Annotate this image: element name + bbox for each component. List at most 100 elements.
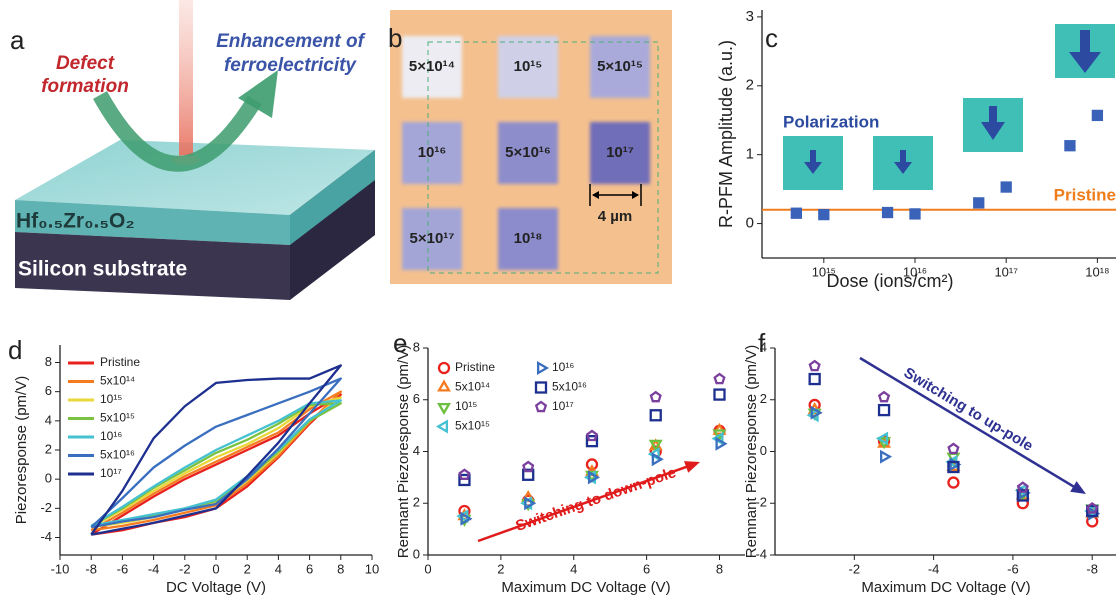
x-axis-label: Maximum DC Voltage (V) <box>501 579 670 596</box>
y-axis-label: Remnant Piezoresponse (pm/V) <box>743 345 760 558</box>
marker <box>819 210 828 219</box>
y-axis-label: R-PFM Amplitude (a.u.) <box>716 40 736 228</box>
marker <box>810 361 820 370</box>
y-tick-label: 2 <box>45 441 52 456</box>
x-axis-label: Dose (ions/cm²) <box>826 271 953 291</box>
legend-label: 5x10¹⁵ <box>100 411 135 425</box>
panel-label: b <box>388 23 402 53</box>
x-tick-label: 10¹⁸ <box>1085 264 1109 279</box>
marker <box>792 209 801 218</box>
x-tick-label: 10¹⁵ <box>812 264 836 279</box>
legend-label: 10¹⁷ <box>100 466 122 480</box>
x-tick-label: -8 <box>1086 561 1098 576</box>
panel-label: c <box>765 23 778 53</box>
marker <box>1002 183 1011 192</box>
y-tick-label: 1 <box>746 146 754 163</box>
marker <box>1065 141 1074 150</box>
marker <box>1093 111 1102 120</box>
marker <box>974 198 983 207</box>
marker <box>439 382 449 391</box>
x-tick-label: 2 <box>244 561 251 576</box>
marker <box>879 405 889 415</box>
marker <box>538 363 547 373</box>
y-tick-label: 8 <box>413 339 420 354</box>
ion-beam <box>179 0 193 160</box>
dose-label: 10¹⁷ <box>606 144 634 161</box>
marker <box>439 363 449 373</box>
panel-label: d <box>8 335 22 365</box>
dose-label: 10¹⁸ <box>514 230 543 247</box>
marker <box>883 208 892 217</box>
marker <box>881 452 890 462</box>
x-tick-label: 4 <box>570 561 577 576</box>
substrate-label: Silicon substrate <box>18 258 187 281</box>
marker <box>438 422 447 432</box>
x-axis-label: Maximum DC Voltage (V) <box>861 579 1030 596</box>
dose-label: 5×10¹⁶ <box>505 144 551 161</box>
y-tick-label: 4 <box>413 443 420 458</box>
marker <box>651 392 661 401</box>
x-tick-label: -4 <box>928 561 940 576</box>
x-tick-label: 10¹⁶ <box>903 264 927 279</box>
marker <box>911 209 920 218</box>
x-tick-label: -6 <box>1007 561 1019 576</box>
marker <box>879 392 889 401</box>
legend-label: 5x10¹⁴ <box>100 374 135 388</box>
x-tick-label: -10 <box>51 561 70 576</box>
dose-label: 10¹⁵ <box>514 58 543 75</box>
legend-label: 10¹⁶ <box>552 360 574 374</box>
y-tick-label: 0 <box>760 443 767 458</box>
y-tick-label: 6 <box>413 391 420 406</box>
marker <box>439 404 449 413</box>
dose-label: 10¹⁶ <box>418 144 447 161</box>
y-tick-label: 0 <box>746 215 754 232</box>
x-tick-label: 0 <box>212 561 219 576</box>
defect-text: formation <box>41 76 129 97</box>
marker <box>715 374 725 383</box>
marker <box>536 383 546 393</box>
dose-label: 5×10¹⁴ <box>409 58 455 75</box>
legend-label: 5x10¹⁶ <box>100 448 135 462</box>
polarization-icons <box>783 24 1115 190</box>
legend-label: 5x10¹⁴ <box>455 380 490 394</box>
dose-label: 5×10¹⁷ <box>410 230 455 247</box>
y-tick-label: 0 <box>45 471 52 486</box>
x-tick-label: 8 <box>337 561 344 576</box>
x-tick-label: -4 <box>148 561 160 576</box>
dose-label: 5×10¹⁵ <box>597 58 643 75</box>
x-tick-label: 10¹⁷ <box>994 264 1018 279</box>
legend-label: Pristine <box>455 360 495 374</box>
y-tick-label: -4 <box>40 529 52 544</box>
y-tick-label: 4 <box>760 339 767 354</box>
legend-label: 5x10¹⁶ <box>552 380 587 394</box>
legend-label: 10¹⁵ <box>455 399 477 413</box>
marker <box>714 390 724 400</box>
film-label: Hf₀.₅Zr₀.₅O₂ <box>16 210 135 233</box>
defect-text: Defect <box>56 53 115 74</box>
reference-label: Pristine <box>1054 185 1116 204</box>
y-tick-label: -2 <box>755 495 767 510</box>
legend-label: Pristine <box>100 355 140 369</box>
legend-label: 10¹⁷ <box>552 399 574 413</box>
y-tick-label: -2 <box>40 500 52 515</box>
panel-label: a <box>10 25 25 55</box>
y-axis-label: Remnant Piezoresponse (pm/V) <box>395 345 412 558</box>
x-tick-label: -2 <box>179 561 191 576</box>
x-tick-label: 4 <box>275 561 282 576</box>
figure: a Defect formation Enhancement of ferroe… <box>0 0 1118 598</box>
enhancement-text: ferroelectricity <box>224 55 357 76</box>
x-tick-label: 10 <box>365 561 379 576</box>
y-tick-label: 4 <box>45 412 52 427</box>
annotation-arrow-head <box>684 461 700 473</box>
x-tick-label: -8 <box>85 561 97 576</box>
x-tick-label: 6 <box>643 561 650 576</box>
marker <box>536 402 546 411</box>
annotation: Polarization <box>783 112 879 131</box>
x-tick-label: 6 <box>306 561 313 576</box>
x-tick-label: 0 <box>424 561 431 576</box>
y-tick-label: 0 <box>413 546 420 561</box>
scale-bar-label: 4 µm <box>598 208 633 225</box>
y-axis-label: Piezoresponse (pm/V) <box>13 376 30 524</box>
x-tick-label: 2 <box>497 561 504 576</box>
y-tick-label: 6 <box>45 383 52 398</box>
